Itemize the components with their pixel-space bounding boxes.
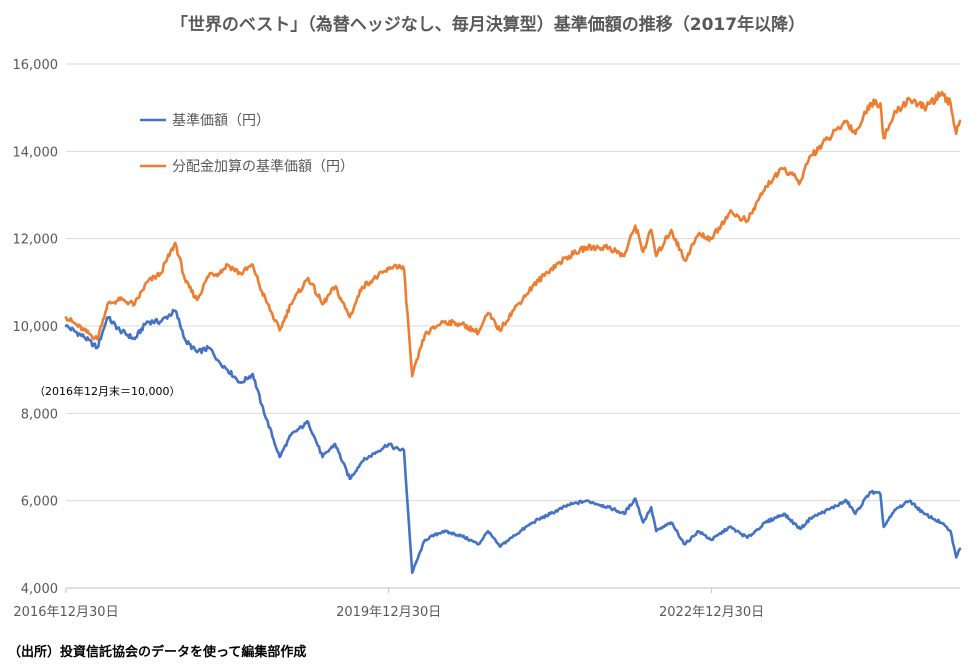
y-tick-label: 8,000 [21, 407, 58, 422]
y-tick-label: 12,000 [13, 233, 59, 248]
y-tick-label: 6,000 [21, 495, 58, 510]
y-tick-label: 4,000 [21, 582, 58, 597]
source-note: （出所）投資信託協会のデータを使って編集部作成 [8, 645, 307, 660]
x-tick-labels: 2016年12月30日 2019年12月30日 2022年12月30日 [13, 588, 764, 620]
x-tick-label: 2022年12月30日 [659, 605, 764, 620]
base-annotation: （2016年12月末＝10,000） [34, 384, 180, 398]
y-tick-label: 16,000 [13, 58, 59, 73]
chart-title: 「世界のベスト」（為替ヘッジなし、毎月決算型）基準価額の推移（2017年以降） [170, 15, 806, 35]
y-tick-labels: 4,000 6,000 8,000 10,000 12,000 14,000 16,000 [13, 58, 59, 597]
series-line [64, 90, 962, 378]
legend-label: 基準価額（円） [172, 112, 270, 129]
gridlines [66, 63, 960, 502]
y-tick-label: 10,000 [13, 320, 59, 335]
y-tick-label: 14,000 [13, 145, 59, 160]
legend-label: 分配金加算の基準価額（円） [172, 158, 354, 175]
x-tick-label: 2019年12月30日 [336, 605, 441, 620]
series-lines [64, 90, 962, 574]
legend: 基準価額（円） 分配金加算の基準価額（円） [140, 112, 354, 175]
x-tick-label: 2016年12月30日 [13, 605, 118, 620]
series-line [64, 308, 962, 574]
